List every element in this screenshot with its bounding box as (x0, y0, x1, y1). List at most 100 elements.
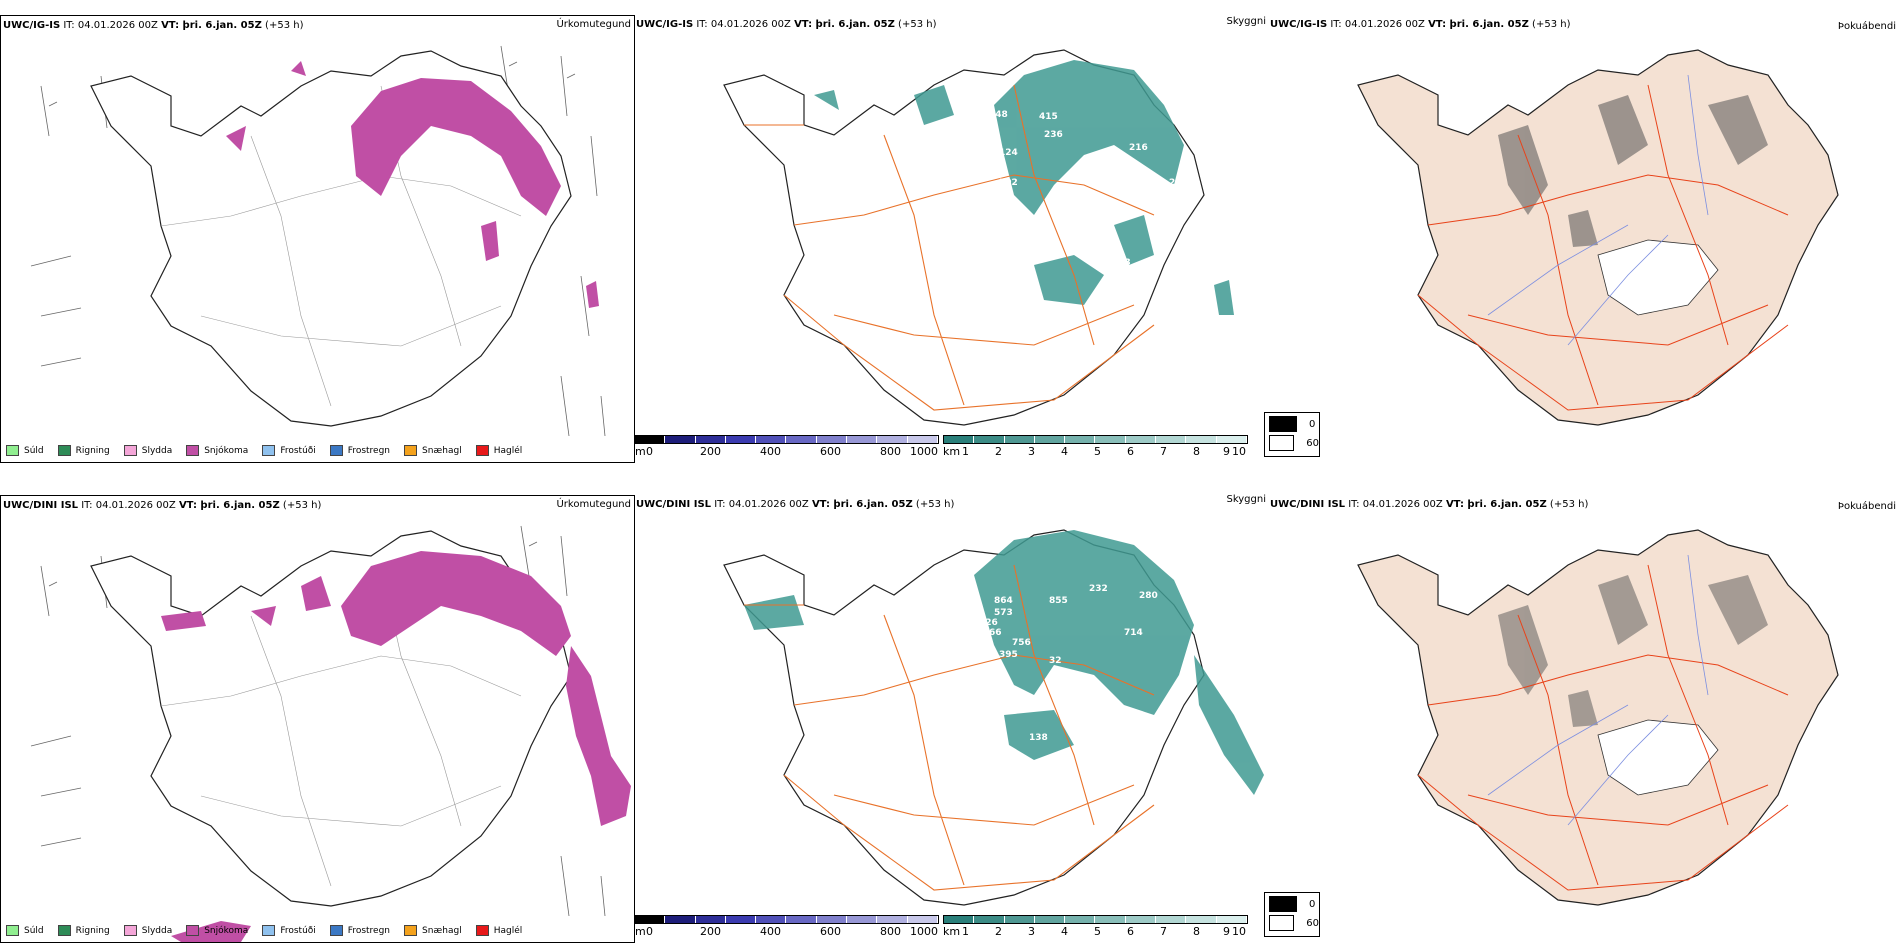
precip-type-legend: Súld Rigning Slydda Snjókoma Frostúði Fr… (6, 445, 536, 456)
field-name: Úrkomutegund (556, 499, 631, 510)
precip-label: 756 (1012, 638, 1031, 648)
cloud-scale-ticks: m 0 200 400 600 800 1000 (634, 444, 939, 458)
precip-label: 279 (1087, 153, 1106, 163)
legend-item: Frostregn (329, 925, 390, 936)
scale-color-segment (877, 436, 908, 443)
legend-item: Snæhagl (404, 445, 462, 456)
scale-tick: 3 (1028, 925, 1035, 938)
precip-label: 33 (1106, 238, 1119, 248)
scale-color-segment (1004, 916, 1035, 923)
scale-color-segment (944, 916, 975, 923)
mask-swatch (1269, 896, 1297, 912)
scale-color-segment (907, 436, 938, 443)
precip-label: 299 (984, 165, 1003, 175)
precip-label: 405 (1159, 201, 1178, 211)
roads (744, 564, 1155, 891)
precip-label: 66 (989, 628, 1002, 638)
scale-unit: m (635, 925, 646, 938)
scale-tick: 4 (1061, 925, 1068, 938)
scale-color-segment (974, 436, 1005, 443)
precip-label: 832 (804, 625, 823, 635)
mask-row: 0 (1269, 416, 1319, 432)
scale-tick: 800 (880, 445, 901, 458)
precip-label: 232 (1089, 584, 1108, 594)
legend-swatch (475, 925, 489, 936)
map-iceland-visibility: 227 864 855 232 573 526 66 756 868 395 7… (723, 529, 1264, 906)
scale-color-segment (1186, 916, 1217, 923)
legend-item: Snjókoma (186, 445, 248, 456)
precip-label: 573 (994, 608, 1013, 618)
field-name: Skyggni (1226, 16, 1266, 27)
mask-swatch (1269, 416, 1297, 432)
roads (160, 85, 522, 407)
scale-color-segment (1065, 436, 1096, 443)
scale-color-segment (756, 916, 787, 923)
precip-label: 228 (1169, 178, 1188, 188)
scale-color-segment (847, 916, 878, 923)
iceland-land (1357, 529, 1839, 906)
legend-swatch (262, 925, 276, 936)
scale-tick: 800 (880, 925, 901, 938)
scale-color-segment (1095, 916, 1126, 923)
scale-color-segment (1186, 436, 1217, 443)
visibility-scale-ticks: km 1 2 3 4 5 6 7 8 9 10 (943, 924, 1248, 938)
snow-areas (226, 61, 599, 308)
scale-color-segment (1156, 916, 1187, 923)
scale-tick: 7 (1160, 445, 1167, 458)
precip-label: 138 (1029, 733, 1048, 743)
precip-label: 395 (999, 650, 1018, 660)
scale-tick: 4 (1061, 445, 1068, 458)
iceland-outline (90, 50, 572, 427)
scale-unit: km (943, 925, 961, 938)
legend-swatch (6, 445, 19, 456)
legend-item: Haglél (475, 445, 522, 456)
panel-title: UWC/DINI ISL IT: 04.01.2026 00Z VT: þri.… (636, 499, 955, 510)
legend-item: Frostúði (262, 925, 316, 936)
panel-title: UWC/IG-IS IT: 04.01.2026 00Z VT: þri. 6.… (1270, 19, 1571, 30)
legend-swatch (6, 925, 19, 936)
scale-color-segment (786, 436, 817, 443)
visibility-scale-ticks: km 1 2 3 4 5 6 7 8 9 10 (943, 444, 1248, 458)
legend-swatch (123, 445, 137, 456)
scale-color-segment (665, 916, 696, 923)
scale-color-segment (944, 436, 975, 443)
precip-type-legend: Súld Rigning Slydda Snjókoma Frostúði Fr… (6, 925, 536, 936)
glacier-area (1597, 719, 1719, 796)
field-name: Þokuábendi (1837, 21, 1896, 32)
cloud-scale-bar (634, 915, 939, 924)
legend-swatch (57, 445, 71, 456)
legend-item: Frostregn (329, 445, 390, 456)
visibility-scale-bar (943, 435, 1248, 444)
precip-type-panel-row2: UWC/DINI ISL IT: 04.01.2026 00Z VT: þri.… (0, 495, 635, 943)
scale-unit: m (635, 445, 646, 458)
cloud-base-scale: m 0 200 400 600 800 1000 (634, 435, 939, 458)
scale-tick: 400 (760, 925, 781, 938)
legend-swatch (262, 445, 276, 456)
precip-label: 32 (1049, 656, 1062, 666)
scale-color-segment (665, 436, 696, 443)
scale-tick: 1 (962, 445, 969, 458)
precip-label: 33 (1116, 733, 1129, 743)
legend-item: Haglél (475, 925, 522, 936)
scale-tick: 6 (1127, 925, 1134, 938)
precip-labels: 227 864 855 232 573 526 66 756 868 395 7… (804, 584, 1158, 743)
legend-swatch (57, 925, 71, 936)
snow-areas (161, 551, 631, 942)
visibility-scale: km 1 2 3 4 5 6 7 8 9 10 (943, 915, 1248, 938)
legend-swatch (123, 925, 137, 936)
legend-item: Frostúði (262, 445, 316, 456)
map-iceland-visibility: 248 415 236 124 279 216 299 502 663 228 … (723, 49, 1234, 426)
scale-color-segment (786, 916, 817, 923)
legend-item: Slydda (123, 925, 172, 936)
scale-tick: 10 (1232, 445, 1246, 458)
scale-color-segment (974, 916, 1005, 923)
panel-title: UWC/DINI ISL IT: 04.01.2026 00Z VT: þri.… (1270, 499, 1589, 510)
precip-label: 415 (1039, 112, 1058, 122)
map-iceland-fog (1357, 529, 1839, 906)
glacier-area (1597, 239, 1719, 316)
scale-tick: 600 (820, 925, 841, 938)
legend-swatch (404, 925, 418, 936)
cloud-scale-ticks: m 0 200 400 600 800 1000 (634, 924, 939, 938)
scale-color-segment (1156, 436, 1187, 443)
visibility-panel-row2: UWC/DINI ISL IT: 04.01.2026 00Z VT: þri.… (634, 494, 1320, 943)
